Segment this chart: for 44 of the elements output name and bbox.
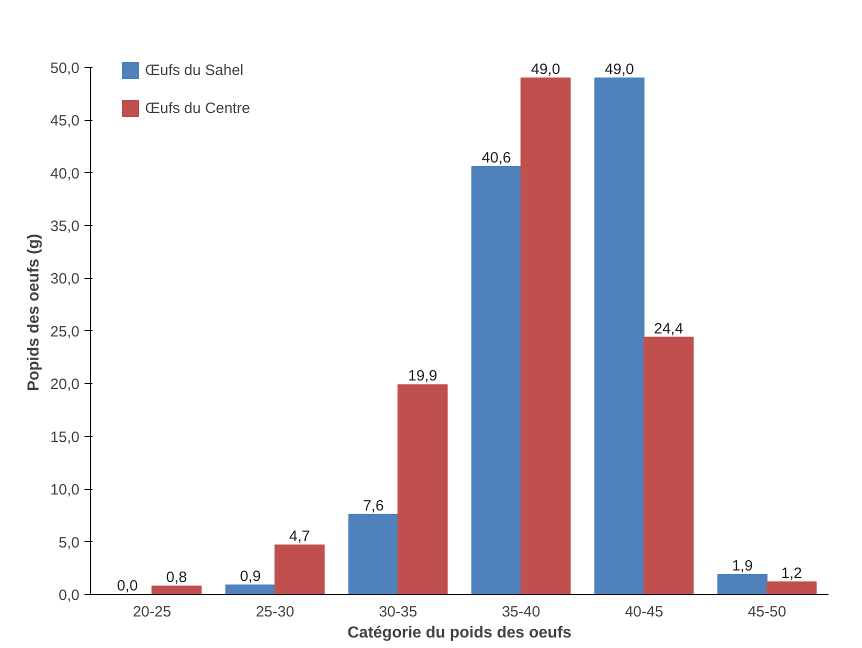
data-label: 0,0 xyxy=(116,578,138,594)
bar xyxy=(225,584,276,594)
y-tick-label: 15,0 xyxy=(50,428,80,446)
y-tick-label: 45,0 xyxy=(50,112,80,130)
legend-label: Œufs du Centre xyxy=(145,100,250,116)
data-label: 40,6 xyxy=(482,149,512,166)
x-tick-label: 30-35 xyxy=(378,604,418,620)
y-tick-label: 5,0 xyxy=(58,534,80,552)
bar xyxy=(274,544,325,594)
x-axis-title: Catégorie du poids des oeufs xyxy=(347,624,572,642)
y-tick-label: 25,0 xyxy=(50,323,80,340)
bar xyxy=(594,77,644,594)
bar xyxy=(766,581,817,594)
data-label: 49,0 xyxy=(531,60,560,78)
x-tick-label: 35-40 xyxy=(502,604,540,620)
x-tick-label: 25-30 xyxy=(256,604,294,620)
bar xyxy=(717,574,768,594)
bar xyxy=(644,336,694,594)
y-tick-label: 50,0 xyxy=(50,60,80,77)
data-label: 4,7 xyxy=(289,528,310,545)
data-label: 7,6 xyxy=(362,497,384,514)
data-label: 0,8 xyxy=(166,569,188,586)
data-label: 24,4 xyxy=(654,320,684,338)
bar xyxy=(471,166,522,594)
y-axis-title: Popids des oeufs (g) xyxy=(25,234,42,392)
y-tick-label: 10,0 xyxy=(50,482,80,499)
y-tick-label: 20,0 xyxy=(50,376,80,394)
data-label: 1,9 xyxy=(732,557,753,574)
x-tick-label: 20-25 xyxy=(132,604,172,620)
data-label: 1,2 xyxy=(781,564,802,582)
y-tick-label: 35,0 xyxy=(50,218,80,236)
bar xyxy=(520,77,571,594)
y-tick-label: 0,0 xyxy=(58,587,80,604)
y-tick-label: 40,0 xyxy=(50,165,80,182)
bar xyxy=(152,586,202,594)
bar xyxy=(398,384,448,594)
data-label: 0,9 xyxy=(240,568,261,586)
y-tick-label: 30,0 xyxy=(50,270,80,288)
data-label: 19,9 xyxy=(408,368,438,385)
x-tick-label: 45-50 xyxy=(748,604,786,620)
data-label: 49,0 xyxy=(604,60,634,78)
bar xyxy=(348,514,398,594)
legend-label: Œufs du Sahel xyxy=(145,62,244,78)
x-tick-label: 40-45 xyxy=(624,604,664,620)
